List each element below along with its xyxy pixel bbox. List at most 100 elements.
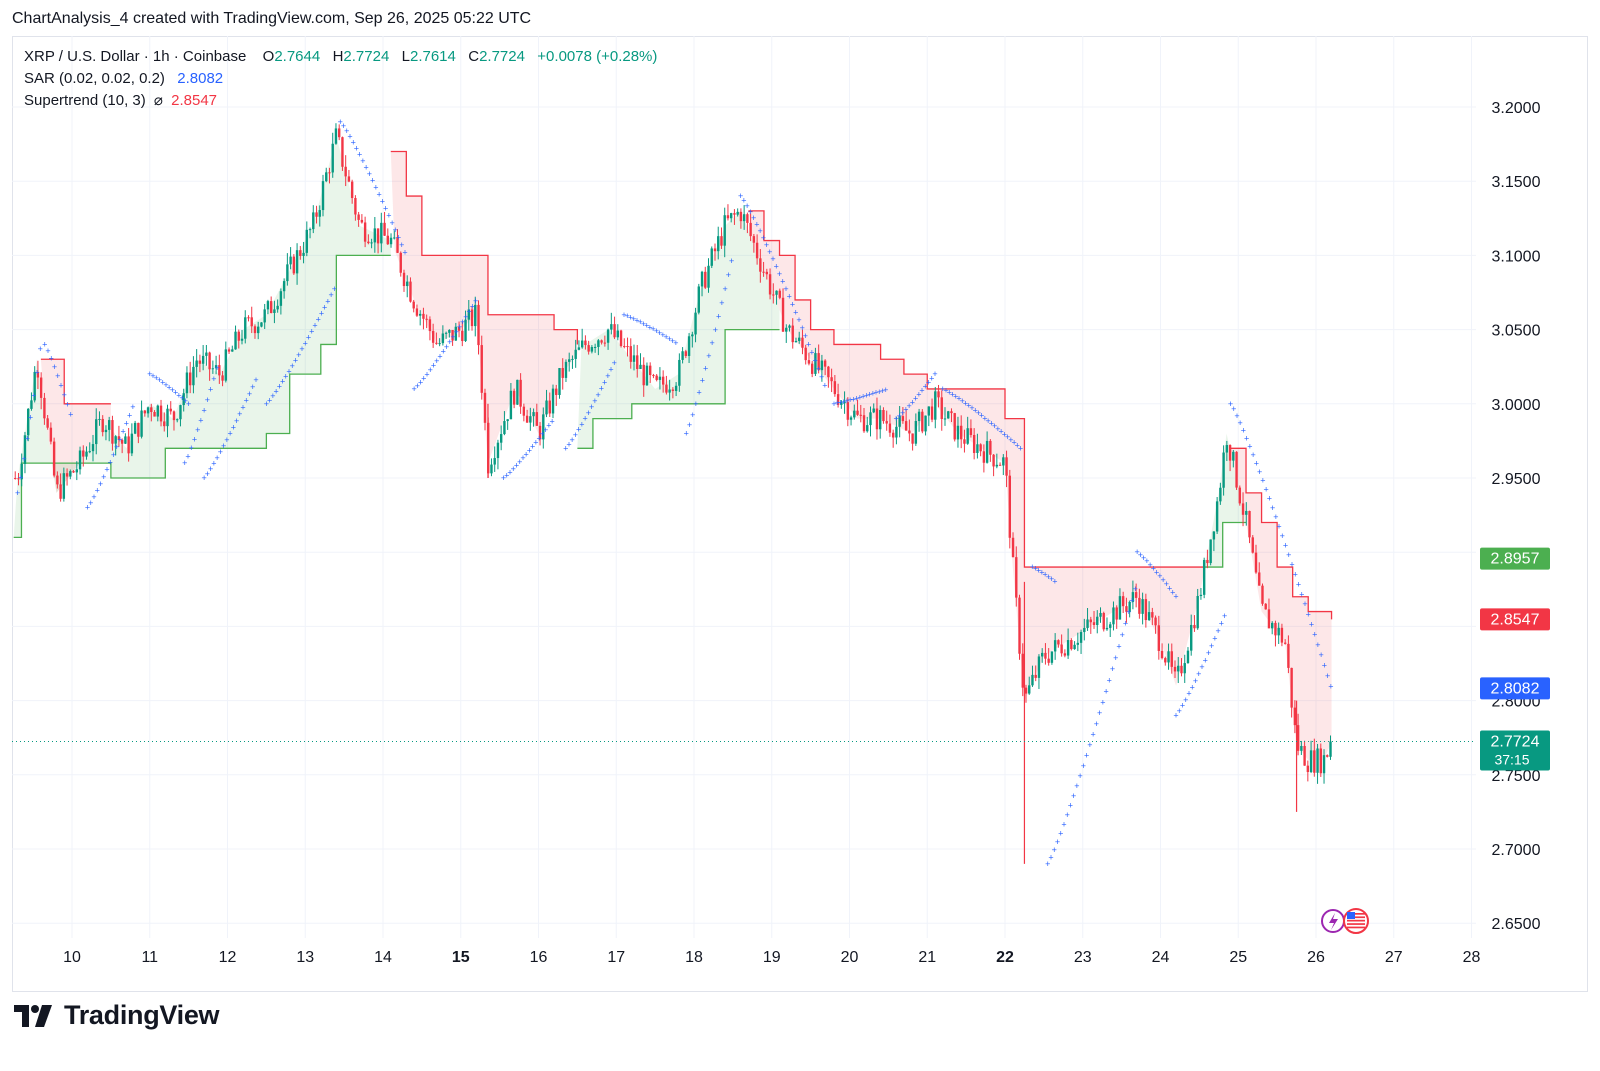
candle-body — [590, 347, 594, 352]
sar-dot: + — [953, 392, 958, 402]
candle-body — [1251, 537, 1254, 553]
event-icons — [1321, 908, 1369, 934]
time-tick-label: 12 — [219, 949, 237, 966]
candle-body — [1209, 539, 1212, 564]
candle-body — [461, 330, 464, 342]
candle-body — [49, 427, 53, 442]
sar-dot: + — [770, 254, 775, 264]
candle-body — [726, 215, 730, 219]
sar-dot: + — [1251, 450, 1256, 460]
sar-dot: + — [1138, 550, 1143, 560]
candle-body — [240, 338, 244, 341]
symbol-row[interactable]: XRP / U.S. Dollar · 1h · Coinbase O2.764… — [24, 46, 657, 68]
candle-body — [746, 214, 749, 223]
candle-body — [273, 309, 276, 314]
candle-body — [542, 414, 545, 440]
sar-dot: + — [240, 402, 245, 412]
candle-body — [331, 143, 334, 173]
candle-body — [75, 469, 78, 473]
candle-body — [276, 305, 279, 310]
candle-body — [768, 274, 772, 295]
candle-body — [59, 484, 62, 499]
price-axis[interactable]: 3.2000 3.1500 3.1000 3.0500 3.0000 2.9500 2.80… — [1492, 100, 1541, 933]
sar-dot: + — [910, 397, 915, 407]
price-tick-label: 2.7000 — [1492, 842, 1541, 859]
sar-dot: + — [303, 338, 308, 348]
sar-dot: + — [706, 351, 711, 361]
sar-dot: + — [1247, 442, 1252, 452]
candle-body — [989, 440, 992, 455]
candle-body — [927, 406, 931, 416]
candle-body — [1271, 622, 1274, 629]
candle-body — [428, 319, 432, 332]
candle-body — [192, 366, 195, 386]
sar-dot: + — [979, 411, 984, 421]
sar-dot: + — [1231, 404, 1236, 414]
candle-body — [940, 397, 943, 419]
candle-body — [671, 389, 675, 391]
sar-dot: + — [774, 262, 779, 272]
sar-dot: + — [806, 339, 811, 349]
candle-body — [146, 407, 150, 414]
candle-body — [810, 363, 814, 374]
supertrend-up-line — [1203, 521, 1247, 568]
sar-dot: + — [205, 469, 210, 479]
candle-body — [794, 340, 798, 343]
candle-body — [1322, 755, 1326, 774]
candle-body — [509, 390, 513, 420]
sar-dot: + — [1206, 648, 1211, 658]
candle-body — [1219, 487, 1222, 502]
sar-dot: + — [49, 354, 54, 364]
candle-body — [1121, 596, 1125, 607]
sar-dot: + — [95, 486, 100, 496]
candle-body — [908, 430, 911, 434]
hidden-eye-icon[interactable]: ⌀ — [153, 92, 163, 109]
candle-body — [1190, 624, 1193, 651]
candle-body — [1050, 651, 1054, 663]
candle-body — [613, 324, 616, 338]
time-tick-label: 10 — [63, 949, 81, 966]
sar-dot: + — [1011, 438, 1016, 448]
candle-body — [998, 464, 1002, 466]
sar-dot: + — [757, 226, 762, 236]
sar-legend-row[interactable]: SAR (0.02, 0.02, 0.2) 2.8082 — [24, 68, 657, 90]
sar-dot: + — [1270, 503, 1275, 513]
candle-body — [312, 212, 315, 230]
tradingview-logo[interactable]: TradingView — [14, 1000, 220, 1031]
candle-body — [765, 271, 769, 275]
sar-dot: + — [660, 330, 665, 340]
sar-dot: + — [444, 342, 449, 352]
high-value: 2.7724 — [343, 48, 390, 65]
chart-attribution: ChartAnalysis_4 created with TradingView… — [12, 10, 532, 27]
sar-dot: + — [1107, 675, 1112, 685]
candle-body — [1047, 658, 1050, 663]
candle-body — [551, 388, 555, 414]
candle-body — [444, 332, 448, 334]
time-axis[interactable]: 10 11 12 13 14 15 16 17 18 19 20 21 22 23 24 25 26 27 28 — [63, 949, 1480, 966]
price-tick-label: 3.0000 — [1492, 397, 1541, 414]
sar-dot: + — [108, 457, 113, 467]
supertrend-legend-row[interactable]: Supertrend (10, 3) ⌀ 2.8547 — [24, 90, 657, 112]
time-tick-label: 18 — [685, 949, 703, 966]
sar-dot: + — [1039, 567, 1044, 577]
candle-body — [1212, 531, 1216, 540]
candle-body — [1102, 612, 1105, 630]
time-tick-label: 28 — [1463, 949, 1481, 966]
sar-dot: + — [389, 218, 394, 228]
candle-body — [269, 301, 273, 314]
candle-body — [334, 128, 338, 144]
candle-body — [234, 331, 237, 350]
sar-dot: + — [1183, 695, 1188, 705]
candle-body — [762, 271, 765, 273]
sar-dot: + — [1103, 686, 1108, 696]
supertrend-down-fill — [390, 151, 578, 464]
time-tick-label: 20 — [841, 949, 859, 966]
candle-body — [1076, 642, 1080, 645]
candle-body — [943, 418, 947, 420]
sar-dot: + — [380, 196, 385, 206]
sar-dot: + — [634, 315, 639, 325]
sar-dot: + — [396, 232, 401, 242]
sar-badge-bg — [1480, 677, 1550, 700]
candle-body — [548, 400, 551, 414]
